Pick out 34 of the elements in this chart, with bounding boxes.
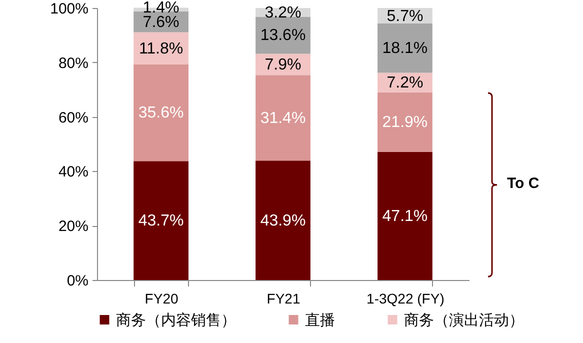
data-label: 7.9%	[264, 56, 302, 74]
legend-label: 商务（演出活动）	[404, 312, 524, 329]
y-tick-label: 0%	[66, 272, 88, 290]
data-label: 43.9%	[260, 212, 306, 230]
bar	[134, 161, 188, 280]
data-label: 21.9%	[382, 114, 428, 132]
bar	[378, 92, 432, 152]
bar	[256, 160, 310, 280]
y-tick-label: 40%	[58, 164, 88, 181]
x-tick-label: 1-3Q22 (FY)	[366, 290, 444, 306]
text: To C	[507, 175, 540, 192]
legend-label: 商务（内容销售）	[116, 312, 236, 329]
bar	[134, 32, 188, 64]
data-label: 3.2%	[264, 4, 302, 22]
bar	[134, 64, 188, 162]
y-tick-label: 60%	[58, 109, 88, 126]
legend-label: 直播	[305, 312, 335, 329]
data-label: 18.1%	[382, 40, 428, 58]
bar	[256, 75, 310, 161]
data-label: 13.6%	[260, 27, 306, 44]
data-label: 5.7%	[386, 8, 424, 25]
data-label: 35.6%	[138, 104, 184, 122]
data-label: 47.1%	[382, 208, 428, 225]
x-tick-label: FY20	[144, 290, 178, 306]
bar	[378, 24, 432, 73]
data-label: 11.8%	[138, 40, 184, 58]
data-label: 43.7%	[138, 212, 184, 230]
x-tick-label: FY21	[266, 290, 300, 306]
data-label: 7.2%	[386, 74, 424, 92]
y-tick-label: 100%	[50, 0, 88, 18]
y-tick-label: 20%	[58, 218, 88, 236]
data-label: 31.4%	[260, 110, 306, 127]
bar	[378, 152, 432, 280]
y-tick-label: 80%	[58, 54, 88, 72]
